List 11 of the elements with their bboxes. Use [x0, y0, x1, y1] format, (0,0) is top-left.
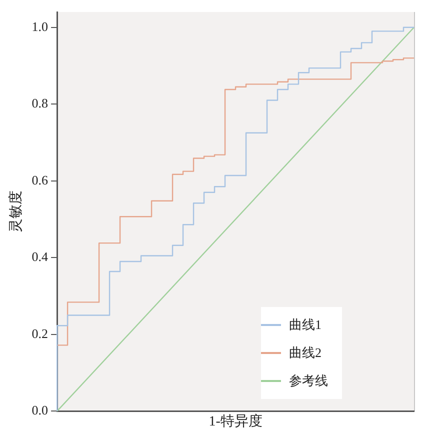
x-axis-title: 1-特异度 — [208, 413, 262, 430]
legend-label: 曲线2 — [289, 344, 322, 362]
legend-label: 参考线 — [289, 372, 328, 390]
y-tick-label: 0.0 — [32, 402, 48, 418]
y-tick-label: 0.6 — [32, 172, 49, 188]
y-tick-label: 0.2 — [32, 326, 48, 341]
legend-label: 曲线1 — [289, 316, 322, 334]
y-tick-label: 0.4 — [32, 249, 49, 264]
y-axis-title: 灵敏度 — [8, 190, 24, 233]
y-tick-label: 1.0 — [32, 18, 48, 34]
y-tick-label: 0.8 — [32, 96, 48, 111]
